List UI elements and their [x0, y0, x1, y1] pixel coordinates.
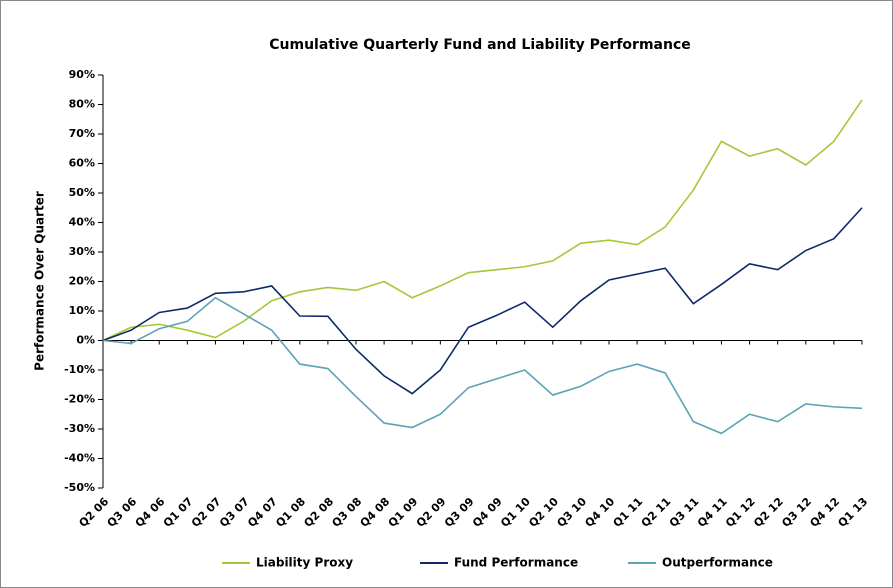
- y-tick-label: 20%: [69, 275, 95, 288]
- y-tick-label: 90%: [69, 68, 95, 81]
- y-axis-title: Performance Over Quarter: [33, 191, 47, 371]
- y-tick-label: 40%: [69, 216, 95, 229]
- y-tick-label: -10%: [64, 363, 95, 376]
- y-tick-label: 80%: [69, 98, 95, 111]
- chart-title: Cumulative Quarterly Fund and Liability …: [269, 37, 691, 53]
- y-tick-label: -20%: [64, 393, 95, 406]
- series-line: [102, 296, 863, 435]
- y-tick-label: 50%: [69, 186, 95, 199]
- series-line: [102, 207, 863, 395]
- y-tick-label: 30%: [69, 245, 95, 258]
- y-tick-label: -40%: [64, 452, 95, 465]
- y-tick-label: 70%: [69, 127, 95, 140]
- y-tick-label: -30%: [64, 422, 95, 435]
- series-line: [102, 99, 863, 342]
- legend-label: Outperformance: [662, 556, 773, 570]
- legend-label: Fund Performance: [454, 556, 578, 570]
- y-tick-label: 10%: [69, 304, 95, 317]
- y-tick-label: -50%: [64, 481, 95, 494]
- legend-label: Liability Proxy: [256, 556, 353, 570]
- y-tick-label: 0%: [76, 334, 95, 347]
- y-tick-label: 60%: [69, 157, 95, 170]
